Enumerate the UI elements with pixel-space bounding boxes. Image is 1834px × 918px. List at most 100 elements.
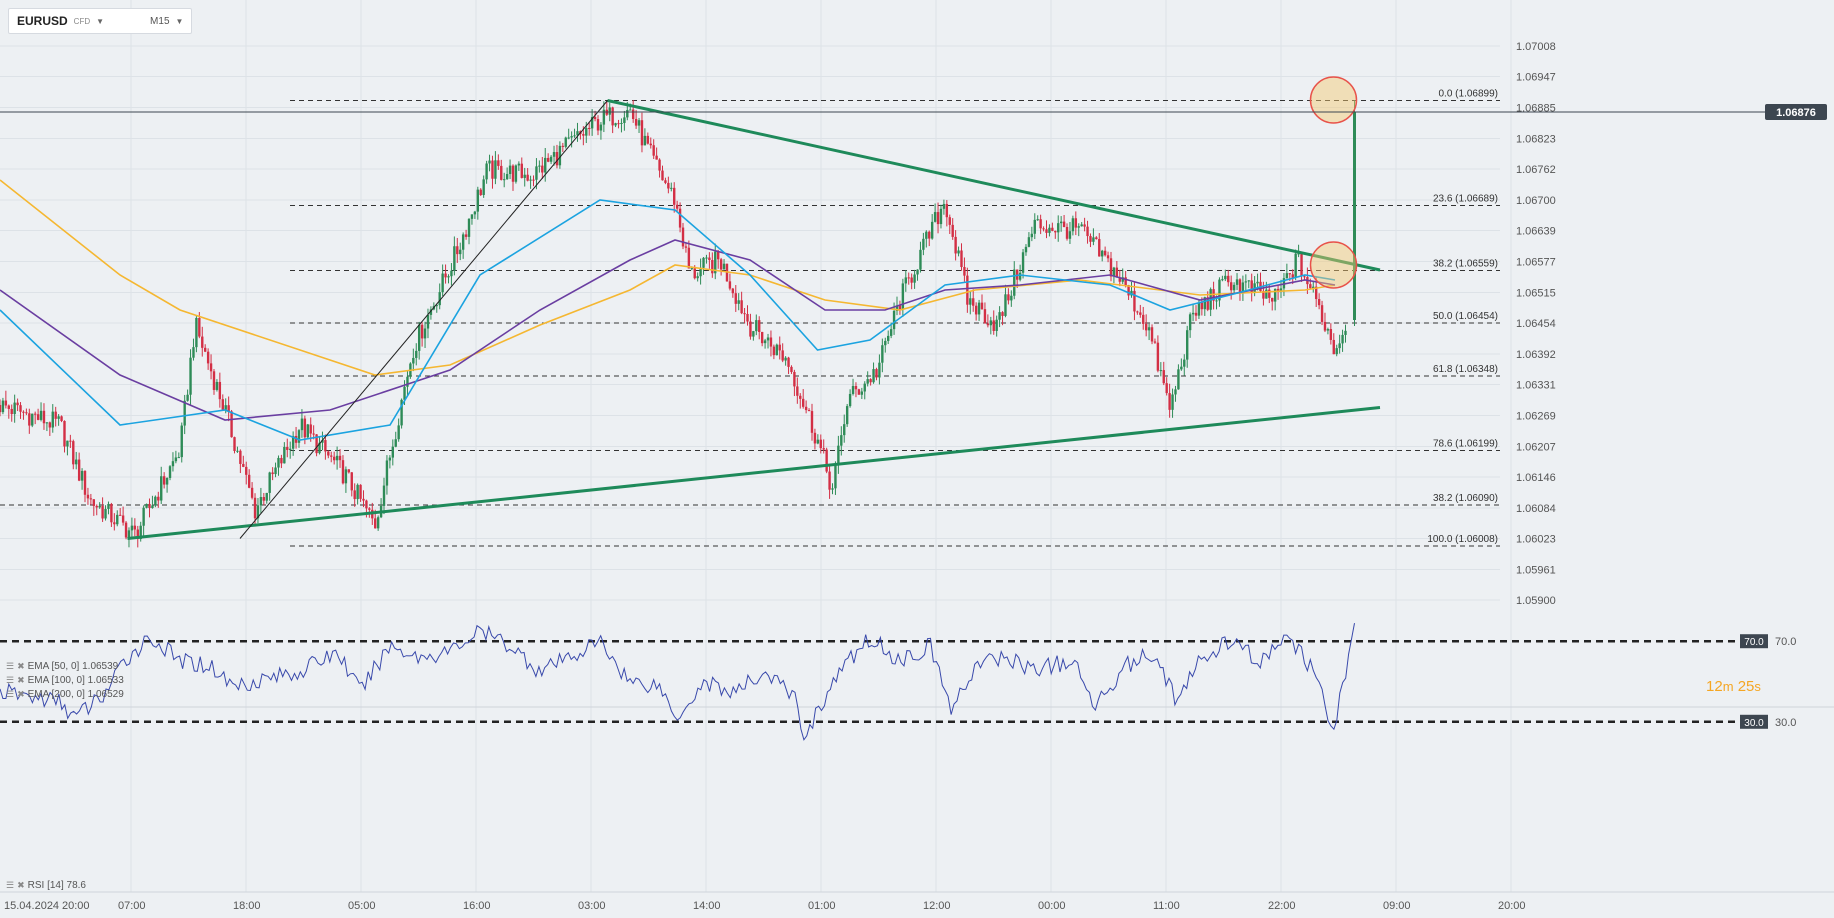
candle-body [168,466,172,478]
fib-level-label: 38.2 (1.06559) [1433,259,1498,270]
candle-body [312,433,315,435]
candle-body [262,497,266,501]
candle-body [819,439,822,449]
candle-body [529,179,532,181]
candle-body [801,398,805,407]
time-axis[interactable]: 15.04.2024 20:00 07:00 18:00 05:00 16:00 03:00… [4,900,1526,912]
candle-body [467,218,471,237]
candle-body [212,371,216,390]
candle-body [1335,348,1338,355]
candle-body [95,505,98,508]
candle-body [684,246,688,248]
timeframe-dropdown-caret-icon[interactable]: ▼ [175,16,184,26]
candle-body [1057,223,1060,233]
candle-body [649,143,652,146]
candle-body [1100,250,1104,257]
candle-body [356,484,359,500]
candle-body [368,508,371,510]
candle-body [1024,246,1028,253]
ema50-legend[interactable]: ☰ ✖ EMA [50, 0] 1.06539 [6,660,118,673]
price-tick-label: 1.06269 [1516,411,1556,423]
remove-icon[interactable]: ✖ [17,880,25,890]
candle-body [1271,297,1274,302]
price-axis[interactable]: 1.07008 1.06947 1.06885 1.06823 1.06762 1.067… [1516,41,1827,607]
candle-body [790,366,793,372]
candle-body [33,413,37,415]
symbol-dropdown-caret-icon[interactable]: ▼ [96,16,105,26]
candle-body [772,346,776,356]
candle-body [743,313,746,315]
symbol-toolbar[interactable]: EURUSD CFD ▼ M15 ▼ [8,8,193,34]
timeframe-label[interactable]: M15 [150,15,170,27]
settings-icon[interactable]: ☰ [6,675,15,685]
candle-body [843,424,846,436]
candle-body [585,127,588,136]
candle-body [417,324,421,351]
candle-body [939,208,943,225]
candle-body [435,305,438,307]
candle-body [195,318,198,348]
candle-body [374,518,377,529]
countdown-minutes-unit: m [1722,679,1734,694]
candle-body [1007,294,1010,301]
candle-body [242,463,245,467]
candle-body [989,320,993,326]
candle-body [1127,285,1130,296]
settings-icon[interactable]: ☰ [6,661,15,671]
trendlines[interactable] [0,76,1770,540]
price-tick-label: 1.06823 [1516,134,1556,146]
candle-body [482,179,485,195]
candle-body [810,411,814,433]
candle-body [224,405,227,410]
settings-icon[interactable]: ☰ [6,689,15,699]
candle-body [913,274,916,283]
candle-body [980,302,984,310]
candle-body [318,442,321,454]
fib-level-label: 38.2 (1.06090) [1433,493,1498,504]
candle-body [552,152,556,157]
candle-body [1241,282,1245,292]
remove-icon[interactable]: ✖ [17,675,25,685]
candle-body [271,472,274,475]
candle-body [1112,267,1116,277]
time-tick-label: 20:00 [62,900,90,912]
time-tick-label: 05:00 [348,900,376,912]
ema100-legend[interactable]: ☰ ✖ EMA [100, 0] 1.06533 [6,674,124,687]
ema100-line [0,239,1336,421]
candle-body [124,522,128,538]
trendline [607,99,1381,272]
candle-body [793,371,796,387]
candle-body [887,335,890,341]
fib-level-label: 100.0 (1.06008) [1427,534,1498,545]
remove-icon[interactable]: ✖ [17,661,25,671]
time-tick-label: 20:00 [1498,900,1526,912]
candle-body [415,350,418,358]
candle-body [250,487,254,498]
candle-body [1083,224,1086,227]
candle-body [327,451,330,456]
candle-body [623,117,626,123]
settings-icon[interactable]: ☰ [6,880,15,890]
candle-body [719,259,723,270]
candle-body [66,440,69,447]
candle-body [51,411,54,428]
candle-body [60,416,63,421]
symbol-label[interactable]: EURUSD [17,14,68,28]
remove-icon[interactable]: ✖ [17,689,25,699]
candle-body [722,263,726,270]
candle-body [538,165,541,167]
candle-body [1203,297,1206,310]
candle-body [192,347,195,358]
candle-body [564,137,567,147]
rsi-legend[interactable]: ☰ ✖ RSI [14] 78.6 [6,879,86,892]
candle-body [142,507,145,526]
candle-body [731,288,735,294]
candle-body [617,123,620,125]
candle-body [206,351,210,364]
candle-body [456,246,459,255]
fib-level-label: 61.8 (1.06348) [1433,364,1498,375]
candle-body [1235,279,1239,285]
candle-body [306,424,309,438]
ema200-legend[interactable]: ☰ ✖ EMA [200, 0] 1.06529 [6,688,124,701]
